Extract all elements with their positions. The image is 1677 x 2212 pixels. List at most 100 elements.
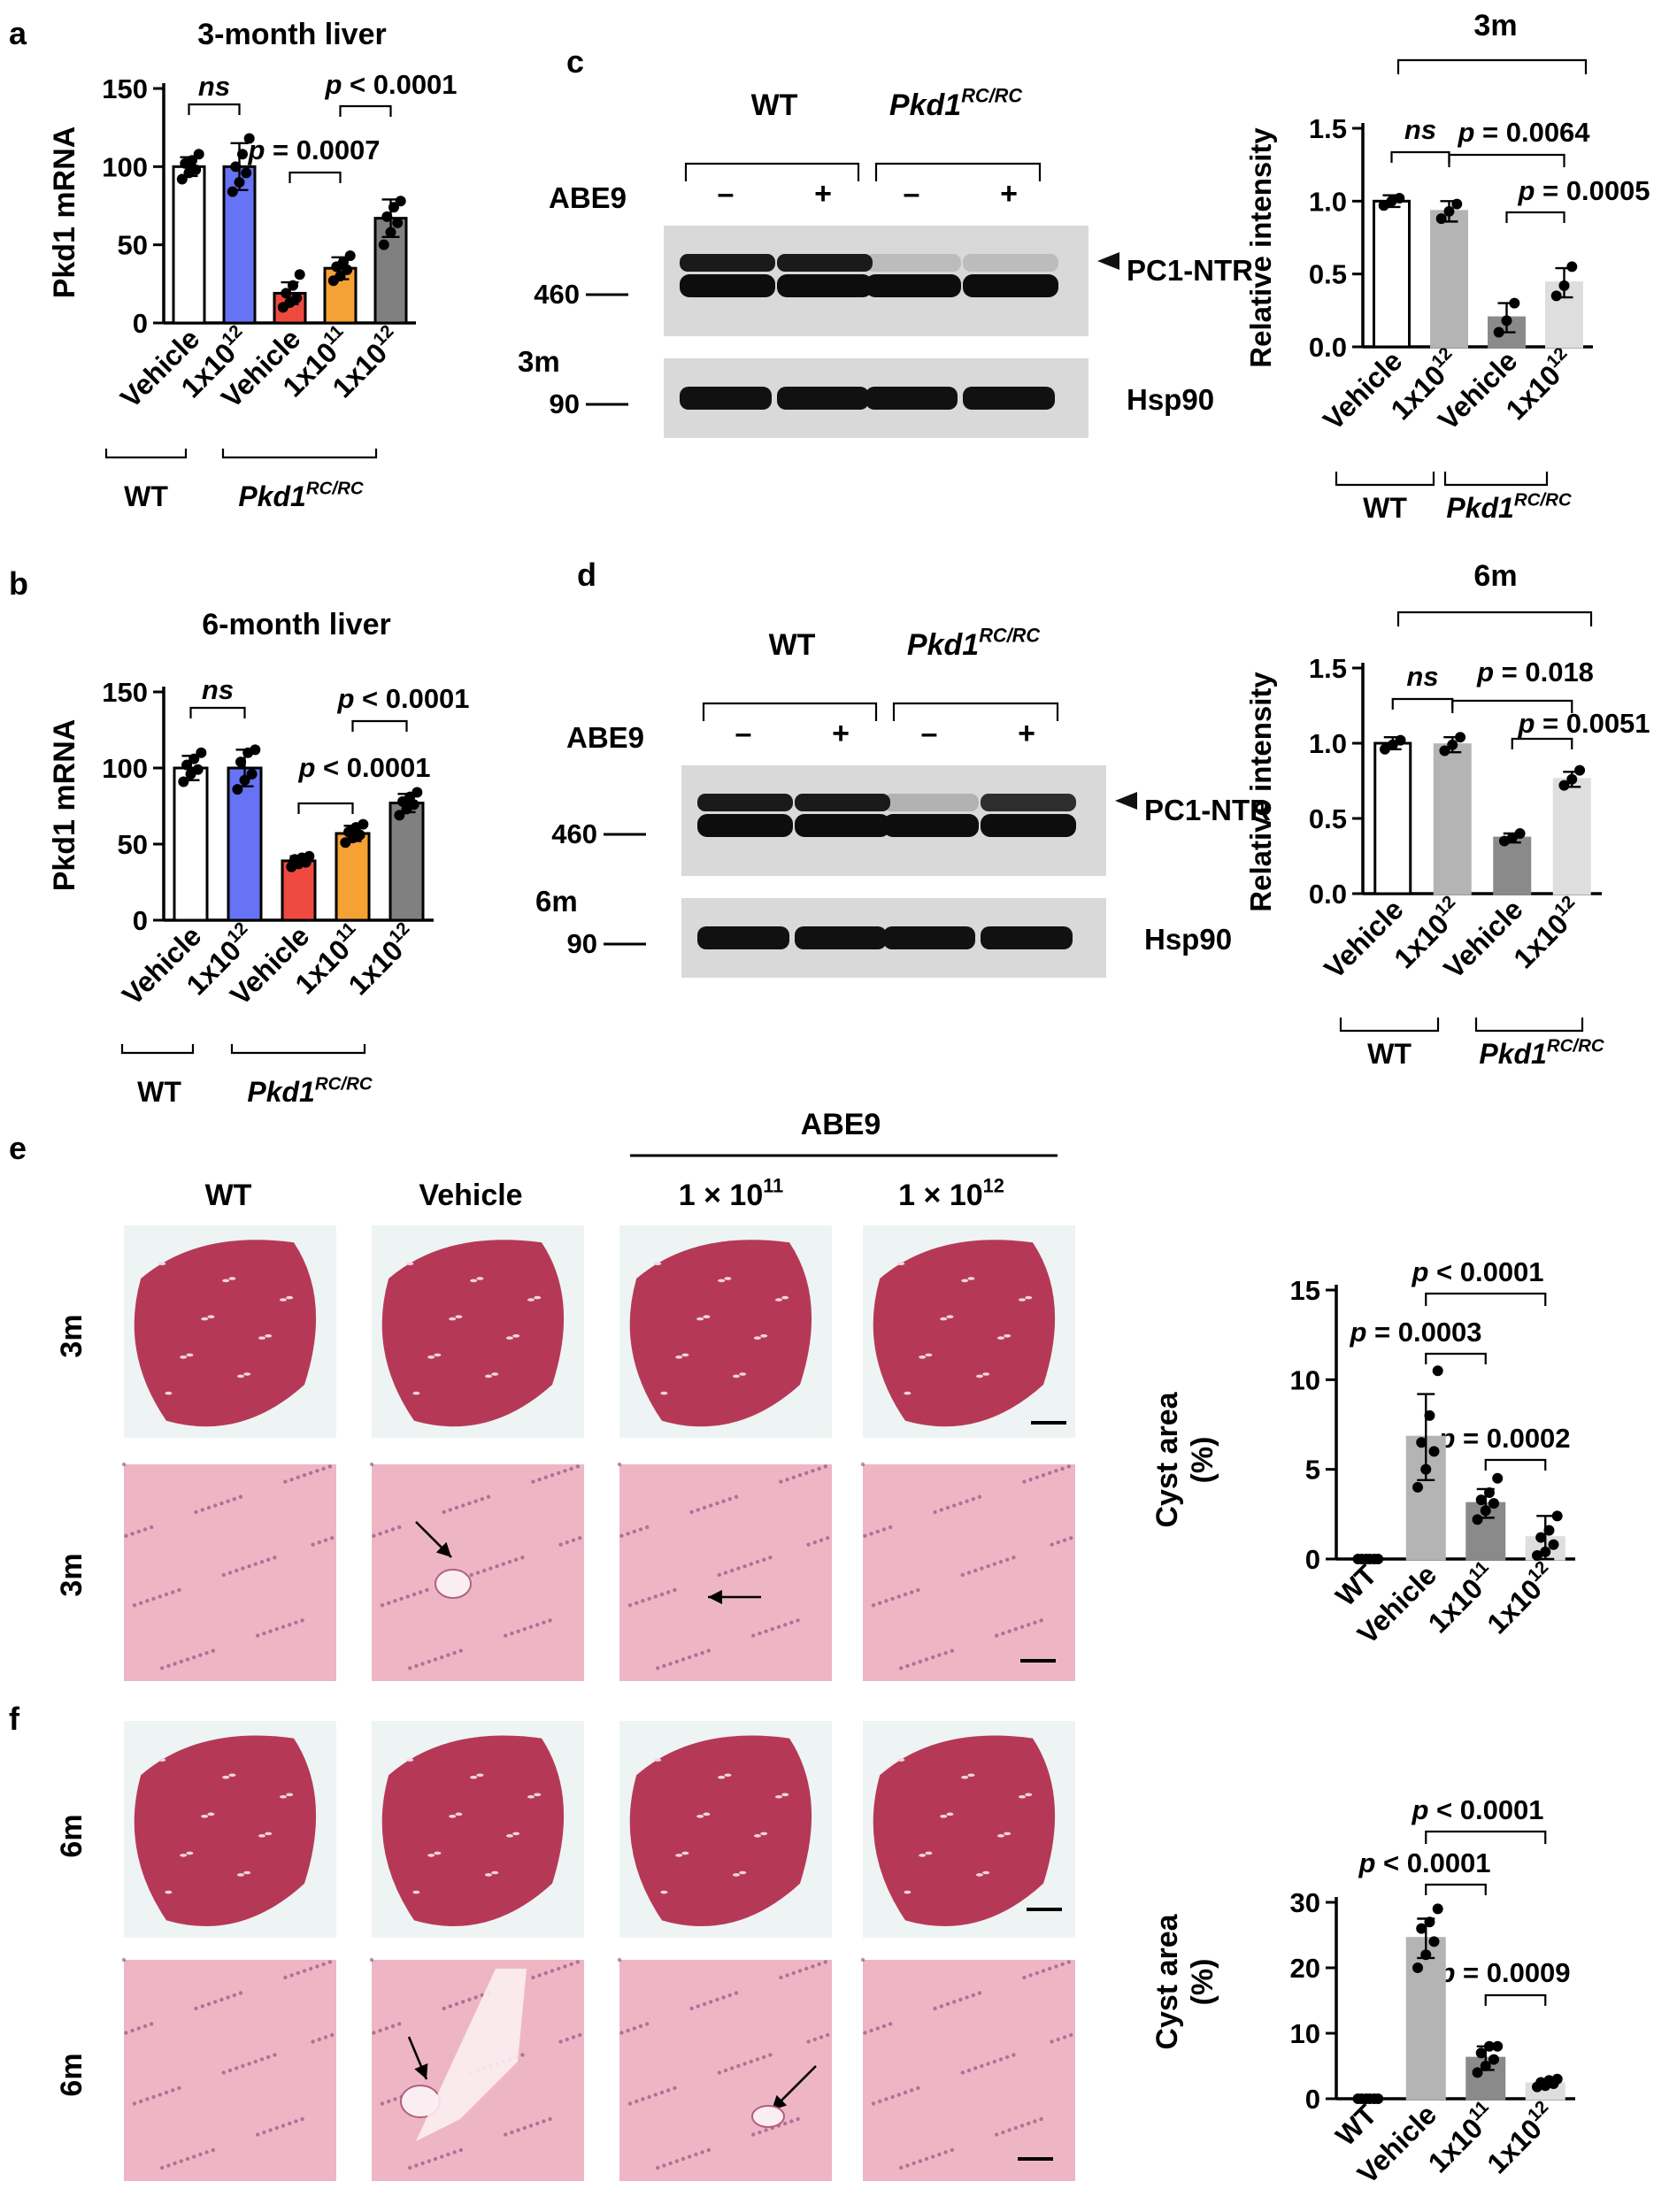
y-axis-label-c: Relative intensity xyxy=(1244,127,1277,368)
nucleus xyxy=(916,2085,920,2091)
nucleus xyxy=(912,2161,916,2166)
nucleus xyxy=(185,2156,190,2162)
nucleus xyxy=(575,1464,580,1469)
treatment-header-e: ABE9 xyxy=(801,1108,881,1141)
nucleus xyxy=(166,2163,171,2168)
nucleus xyxy=(1048,1471,1052,1476)
liver-section xyxy=(629,1735,812,1927)
bar xyxy=(1433,743,1472,895)
nucleus xyxy=(283,1479,288,1484)
nucleus xyxy=(875,2026,880,2031)
vessel xyxy=(534,1793,542,1797)
nucleus xyxy=(884,1599,889,1603)
vessel xyxy=(733,1374,740,1379)
vessel xyxy=(280,1298,287,1302)
panel-letter-b: b xyxy=(9,565,28,602)
data-point xyxy=(1551,2073,1563,2085)
nucleus xyxy=(709,2000,713,2004)
sig-bracket-f-3 xyxy=(1484,1993,1547,2006)
nucleus xyxy=(812,1540,817,1545)
nucleus xyxy=(796,2116,800,2122)
nucleus xyxy=(869,1532,873,1536)
vessel xyxy=(527,1794,535,1799)
vessel xyxy=(781,1295,789,1300)
data-point xyxy=(1364,2093,1375,2104)
p-symbol: p xyxy=(336,683,354,714)
nucleus xyxy=(674,2159,679,2163)
p-symbol: p xyxy=(1476,657,1494,687)
arrow-icon xyxy=(435,1541,451,1557)
group-label-mut-d-base: Pkd1 xyxy=(1479,1038,1546,1070)
nucleus xyxy=(408,2165,412,2170)
nucleus xyxy=(206,2001,212,2007)
nucleus xyxy=(535,2121,540,2126)
blot-band-label-top: PC1-NTR xyxy=(1127,254,1253,287)
nucleus xyxy=(467,1997,472,2002)
nucleus xyxy=(937,1653,942,1657)
nucleus xyxy=(632,2026,636,2031)
nucleus xyxy=(659,2090,665,2095)
he-tile-low-f xyxy=(619,1721,832,1938)
nucleus xyxy=(1054,1964,1058,1969)
nucleus xyxy=(998,2057,1004,2062)
bar xyxy=(1493,836,1532,895)
nucleus xyxy=(860,1462,865,1467)
nucleus xyxy=(770,1627,774,1632)
nucleus xyxy=(966,1571,972,1575)
group-bracket-mut-a xyxy=(221,449,378,459)
blot-bracket-mut xyxy=(892,702,1059,721)
data-point xyxy=(1540,1546,1551,1557)
blot-band xyxy=(697,794,793,811)
nucleus xyxy=(950,2147,955,2153)
y-tick-label: 0 xyxy=(133,905,148,936)
nucleus xyxy=(142,1527,148,1532)
nucleus xyxy=(235,2066,239,2070)
western-blot-d: WT Pkd1RC/RC ABE9 – + – + PC1-NTR 460 6m Hsp90 90 xyxy=(535,625,1271,978)
data-point xyxy=(1551,1510,1563,1522)
data-point xyxy=(1472,1514,1483,1525)
blot-lane-label: – xyxy=(904,177,920,211)
nucleus xyxy=(302,1969,307,1973)
nucleus xyxy=(321,1962,326,1967)
data-point xyxy=(1435,213,1447,225)
nucleus xyxy=(1033,2119,1037,2124)
nucleus xyxy=(826,2032,830,2038)
vessel xyxy=(485,1873,492,1877)
bar-chart-a: 0 50 100 150 xyxy=(102,73,416,339)
nucleus xyxy=(311,2039,315,2044)
data-point xyxy=(193,149,204,160)
data-point xyxy=(1488,1498,1499,1509)
y-tick-label: 0 xyxy=(133,308,148,339)
nucleus xyxy=(273,1555,277,1560)
nucleus xyxy=(702,1505,707,1510)
data-point xyxy=(1432,1365,1443,1377)
sig-bracket-a-3 xyxy=(339,104,392,117)
arrow-icon xyxy=(708,1589,723,1605)
nucleus xyxy=(289,1973,294,1978)
nucleus xyxy=(896,1594,901,1599)
data-point xyxy=(1501,315,1512,326)
data-point xyxy=(1424,1409,1435,1421)
group-label-mut-a: Pkd1RC/RC xyxy=(238,479,365,512)
vessel xyxy=(280,1794,287,1799)
nucleus xyxy=(812,2037,817,2042)
data-point xyxy=(1373,2093,1384,2104)
data-point xyxy=(281,288,292,299)
nucleus xyxy=(204,2150,209,2154)
nucleus xyxy=(171,1590,175,1594)
nucleus xyxy=(488,1566,493,1571)
nucleus xyxy=(446,1653,450,1657)
bar xyxy=(1430,210,1468,349)
nucleus xyxy=(139,2099,143,2104)
nucleus xyxy=(397,1525,402,1530)
nucleus xyxy=(311,1542,315,1547)
sig-label-a-2: p = 0.0007 xyxy=(247,134,380,165)
nucleus xyxy=(717,1572,721,1578)
nucleus xyxy=(259,1560,265,1564)
nucleus xyxy=(557,1471,561,1476)
nucleus xyxy=(912,1662,916,1666)
data-point xyxy=(392,217,404,228)
nucleus xyxy=(227,1571,233,1575)
nucleus xyxy=(296,1475,300,1479)
row-label-e1: 3m xyxy=(55,1314,88,1357)
